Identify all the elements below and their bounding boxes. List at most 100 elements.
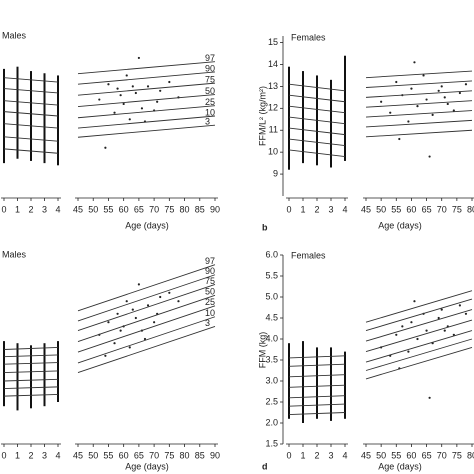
percentile-line xyxy=(365,119,473,128)
x-tick-label: 55 xyxy=(391,204,401,214)
percentile-line xyxy=(3,378,59,382)
percentile-label: 50 xyxy=(205,287,215,297)
data-point xyxy=(125,74,128,77)
data-point xyxy=(464,83,468,86)
percentile-line xyxy=(3,88,59,94)
data-point xyxy=(443,329,446,332)
x-tick-label: 55 xyxy=(103,204,113,214)
data-point xyxy=(134,316,137,320)
x-tick-label: 65 xyxy=(422,450,432,460)
x-tick-label: 55 xyxy=(103,450,113,460)
x-tick-label: 1 xyxy=(300,204,305,214)
percentile-line xyxy=(365,298,473,332)
data-point xyxy=(134,91,137,95)
x-tick-label: 1 xyxy=(300,450,305,460)
data-point xyxy=(407,350,410,353)
percentile-line xyxy=(3,393,59,397)
x-axis-label: Age (days) xyxy=(125,461,169,471)
percentile-label: 97 xyxy=(205,256,215,266)
data-point xyxy=(446,102,449,106)
data-point xyxy=(104,354,107,357)
data-point xyxy=(98,98,101,101)
x-tick-label: 3 xyxy=(328,204,333,214)
percentile-line xyxy=(77,124,216,138)
x-tick-label: 45 xyxy=(361,450,371,460)
data-point xyxy=(437,316,440,320)
y-tick-label: 6.0 xyxy=(265,249,278,259)
data-point xyxy=(107,83,110,86)
percentile-label: 10 xyxy=(205,308,215,318)
data-point xyxy=(143,337,147,341)
data-point xyxy=(410,321,413,324)
data-point xyxy=(395,80,398,84)
percentile-label: 97 xyxy=(205,53,215,63)
x-tick-label: 85 xyxy=(195,450,205,460)
percentile-line xyxy=(365,80,473,88)
percentile-label: 3 xyxy=(205,117,210,127)
percentile-line xyxy=(77,294,216,342)
data-point xyxy=(140,107,144,110)
x-tick-label: 60 xyxy=(119,204,129,214)
percentile-line xyxy=(365,100,473,108)
percentile-line xyxy=(77,61,216,75)
percentile-line xyxy=(77,274,216,322)
y-tick-label: 15 xyxy=(268,37,278,47)
percentile-line xyxy=(77,71,216,85)
percentile-label: 3 xyxy=(205,318,210,328)
data-point xyxy=(440,85,443,88)
x-tick-label: 65 xyxy=(134,450,144,460)
data-point xyxy=(116,87,119,90)
data-point xyxy=(410,87,413,90)
percentile-line xyxy=(77,283,216,332)
percentile-line xyxy=(288,83,346,92)
data-point xyxy=(458,304,461,307)
x-tick-label: 75 xyxy=(164,204,174,214)
y-axis-label: FFM/L² (kg/m²) xyxy=(257,86,267,146)
x-tick-label: 50 xyxy=(88,450,98,460)
percentile-line xyxy=(288,355,346,359)
x-axis-label: Age (days) xyxy=(125,220,169,230)
data-point xyxy=(389,111,392,114)
x-tick-label: 75 xyxy=(452,450,462,460)
percentile-label: 25 xyxy=(205,297,215,307)
percentile-line xyxy=(3,386,59,390)
y-tick-label: 13 xyxy=(268,81,278,91)
x-tick-label: 2 xyxy=(314,204,319,214)
panel-letter: b xyxy=(262,222,268,232)
x-tick-label: 50 xyxy=(376,204,386,214)
y-tick-label: 5.0 xyxy=(265,291,278,301)
y-tick-label: 9 xyxy=(273,168,278,178)
data-point xyxy=(407,120,410,123)
data-point xyxy=(168,80,171,84)
percentile-line xyxy=(365,110,473,118)
percentile-label: 75 xyxy=(205,276,215,286)
data-point xyxy=(168,291,171,294)
data-point xyxy=(131,308,134,311)
percentile-line xyxy=(3,136,59,142)
percentile-line xyxy=(77,82,216,96)
percentile-label: 90 xyxy=(205,266,215,276)
data-point xyxy=(416,105,419,108)
panel-title: Males xyxy=(2,30,27,40)
percentile-line xyxy=(77,264,216,312)
data-point xyxy=(443,96,446,99)
x-tick-label: 2 xyxy=(28,204,33,214)
percentile-line xyxy=(3,370,59,374)
data-point xyxy=(128,346,131,349)
data-point xyxy=(177,300,180,303)
data-point xyxy=(107,321,110,324)
percentile-line xyxy=(365,70,473,79)
x-tick-label: 4 xyxy=(342,450,347,460)
data-point xyxy=(146,304,150,307)
data-point xyxy=(422,74,425,77)
x-tick-label: 50 xyxy=(88,204,98,214)
data-point xyxy=(452,333,455,336)
percentile-line xyxy=(3,346,59,350)
percentile-label: 90 xyxy=(205,63,215,73)
x-tick-label: 45 xyxy=(73,450,83,460)
data-point xyxy=(159,295,162,299)
x-axis-label: Age (days) xyxy=(378,461,422,471)
x-tick-label: 80 xyxy=(467,450,474,460)
data-point xyxy=(122,102,125,106)
data-point xyxy=(437,89,440,92)
